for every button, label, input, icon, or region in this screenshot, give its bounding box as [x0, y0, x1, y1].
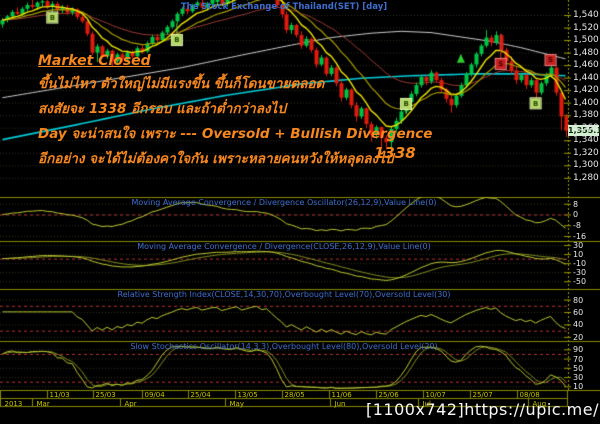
y-axis-label: 1,320 [573, 147, 599, 158]
x-axis-month-label: Mar [36, 399, 50, 408]
indicator-axis-label: -30 [573, 268, 587, 278]
upic-watermark: [1100x742]https://upic.me/ [365, 400, 599, 419]
x-axis-month-label: Apr [124, 399, 137, 408]
y-axis-label: 1,300 [573, 160, 599, 171]
indicator-axis-label: -10 [573, 259, 587, 269]
indicator-axis-label: -50 [573, 277, 587, 287]
x-axis-date-label: 11/06 [331, 391, 352, 399]
x-axis-date-label: 28/05 [284, 391, 305, 399]
x-axis-month-label: May [229, 399, 244, 408]
y-axis-label: 1,380 [573, 110, 599, 121]
support-level-note: 1338 [374, 144, 416, 162]
indicator-axis-label: 50 [573, 363, 584, 373]
annotation-line: สงสัยจะ 1338 อีกรอบ และถ้าต่ำกว่าลงไป [38, 101, 286, 117]
indicator-axis-label: -16 [573, 231, 587, 241]
x-axis-date-label: 25/04 [190, 391, 211, 399]
x-axis-date-label: 11/03 [49, 391, 70, 399]
y-axis-label: 1,420 [573, 85, 599, 96]
annotation-line: ขึ้นไม่ไหว ตัวใหญ่ไม่มีแรงขึ้น ขึ้นก็โดน… [38, 76, 325, 92]
indicator-axis-label: 30 [573, 373, 584, 383]
panel-title-stochastics: Slow Stochastics Oscillator(14,3,3),Over… [130, 342, 438, 351]
x-axis-date-label: 10/07 [425, 391, 446, 399]
indicator-axis-label: 10 [573, 382, 584, 392]
indicator-axis-label: 90 [573, 345, 584, 355]
x-axis-month-label: Jun [334, 399, 346, 408]
panel-title-macd-oscillator: Moving Average Convergence / Divergence … [131, 198, 437, 207]
y-axis-label: 1,520 [573, 22, 599, 33]
y-axis-label: 1,360 [573, 122, 599, 133]
y-axis-label: 1,440 [573, 72, 599, 83]
indicator-axis-label: 60 [573, 308, 584, 317]
x-axis-month-label: 2013 [4, 399, 23, 408]
indicator-axis-label: 30 [573, 241, 584, 251]
indicator-axis-label: 0 [573, 210, 579, 220]
x-axis-month-label: Aug [532, 399, 547, 408]
panel-title-rsi: Relative Strength Index(CLOSE,14,30,70),… [117, 290, 451, 299]
y-axis-label: 1,460 [573, 60, 599, 71]
panel-title-macd: Moving Average Convergence / Divergence(… [137, 242, 431, 251]
indicator-axis-label: 10 [573, 250, 584, 260]
y-axis-label: 1,500 [573, 35, 599, 46]
indicator-axis-label: -8 [573, 221, 581, 231]
y-axis-label: 1,280 [573, 172, 599, 183]
annotation-heading: Market Closed [38, 53, 151, 69]
indicator-axis-label: 80 [573, 295, 584, 305]
indicator-axis-label: 8 [573, 199, 579, 209]
x-axis-date-label: 25/07 [472, 391, 493, 399]
y-axis-label: 1,400 [573, 97, 599, 108]
indicator-axis-label: 40 [573, 320, 584, 330]
indicator-axis-label: 20 [573, 332, 584, 342]
chart-title: The Stock Exchange of Thailand(SET) [day… [180, 2, 388, 12]
x-axis-date-label: 25/03 [95, 391, 116, 399]
x-axis-date-label: 09/04 [144, 391, 165, 399]
annotation-line: Day จะน่าสนใจ เพราะ --- Oversold + Bulli… [38, 126, 433, 142]
y-axis-label: 1,540 [573, 10, 599, 21]
x-axis-date-label: 25/06 [378, 391, 399, 399]
analyst-annotation: Market Closed ขึ้นไม่ไหว ตัวใหญ่ไม่มีแรง… [38, 50, 432, 172]
last-price-tag: 1,355.14 [568, 125, 600, 136]
x-axis-month-label: Jul [422, 399, 431, 408]
x-axis-date-label: 13/05 [237, 391, 258, 399]
x-axis-date-label: 08/08 [519, 391, 540, 399]
indicator-axis-label: 70 [573, 354, 584, 364]
annotation-line: อีกอย่าง จะได้ไม่ต้องคาใจกัน เพราะหลายคน… [38, 151, 394, 167]
y-axis-label: 1,340 [573, 135, 599, 146]
y-axis-label: 1,480 [573, 47, 599, 58]
